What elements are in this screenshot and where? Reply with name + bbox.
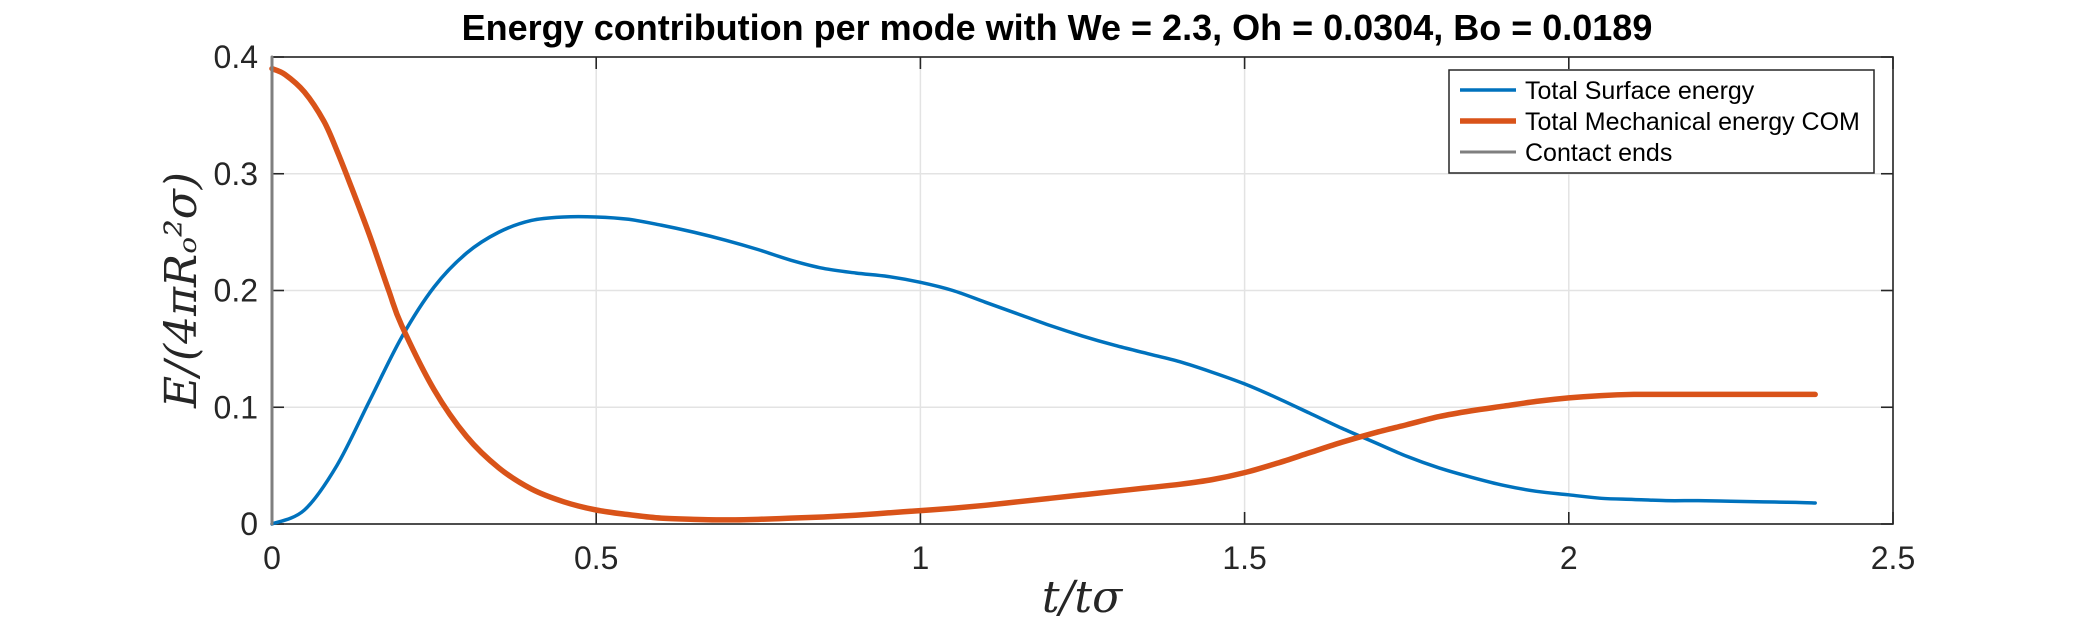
y-axis-label: E/(4πRₒ²σ) bbox=[156, 172, 207, 409]
x-tick-label: 2 bbox=[1560, 540, 1578, 576]
x-tick-label: 2.5 bbox=[1871, 540, 1915, 576]
series-line-mechanical-energy bbox=[269, 65, 1818, 523]
y-tick-label: 0.3 bbox=[214, 156, 258, 192]
legend-entry: Total Surface energy bbox=[1525, 77, 1755, 105]
y-tick-label: 0.1 bbox=[214, 389, 258, 425]
y-tick-label: 0.2 bbox=[214, 273, 258, 309]
series-layer bbox=[269, 55, 1818, 526]
legend-box bbox=[1448, 69, 1875, 174]
series-line-surface-energy bbox=[270, 214, 1817, 526]
x-axis-label: t/tσ bbox=[1042, 572, 1124, 623]
x-tick-label: 0.5 bbox=[574, 540, 618, 576]
x-tick-label: 1 bbox=[912, 540, 930, 576]
legend: Total Surface energy Total Mechanical ene… bbox=[1448, 69, 1875, 174]
y-tick-label: 0.4 bbox=[214, 39, 258, 75]
legend-entry: Contact ends bbox=[1525, 139, 1672, 167]
y-tick-label: 0 bbox=[240, 506, 258, 542]
chart-title: Energy contribution per mode with We = 2… bbox=[462, 7, 1653, 48]
y-axis-ticks: 0 0.1 0.2 0.3 0.4 bbox=[214, 39, 1893, 542]
legend-entry: Total Mechanical energy COM bbox=[1525, 108, 1860, 136]
x-tick-label: 1.5 bbox=[1222, 540, 1266, 576]
x-tick-label: 0 bbox=[263, 540, 281, 576]
